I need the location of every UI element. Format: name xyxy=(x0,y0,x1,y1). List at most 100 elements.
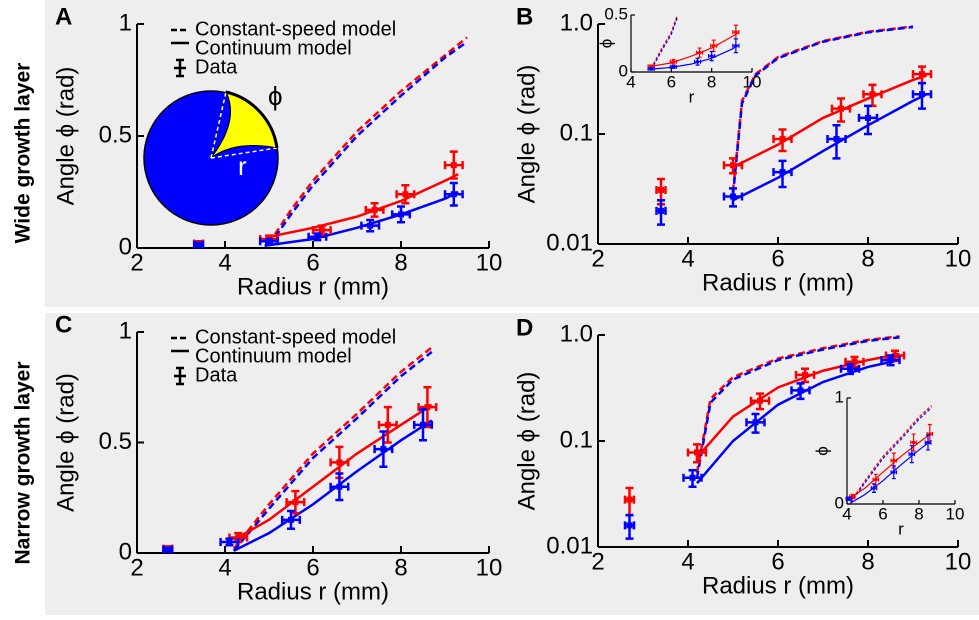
data-point xyxy=(626,522,633,529)
annotation: r xyxy=(238,151,247,181)
legend-label: Constant-speed model xyxy=(195,18,396,40)
data-point xyxy=(318,227,325,234)
x-axis-label: Radius r (mm) xyxy=(702,269,854,296)
x-tick-label: 4 xyxy=(218,554,231,581)
legend-glyph xyxy=(174,58,186,78)
data-point xyxy=(838,105,844,112)
data-point xyxy=(833,136,840,143)
model-line-dashed xyxy=(850,404,933,503)
data-point xyxy=(892,470,896,474)
model-line-dashed xyxy=(232,346,433,550)
data-point xyxy=(235,534,242,541)
x-tick-label: 2 xyxy=(591,245,604,272)
x-tick-label: 8 xyxy=(394,554,407,581)
x-tick-label: 2 xyxy=(591,548,604,575)
y-tick-label: 0.5 xyxy=(604,4,628,23)
data-point xyxy=(910,452,914,456)
data-point xyxy=(336,459,343,466)
data-point xyxy=(887,357,894,364)
data-point xyxy=(384,421,391,428)
panel-label: B xyxy=(516,3,533,30)
data-point xyxy=(869,91,876,98)
x-tick-label: 4 xyxy=(842,504,851,523)
y-tick-label: 0.5 xyxy=(99,428,132,455)
row-background xyxy=(45,313,979,615)
x-tick-label: 10 xyxy=(743,72,762,91)
y-tick-label: 0.1 xyxy=(560,426,593,453)
data-point xyxy=(712,44,716,48)
data-point xyxy=(696,60,700,64)
y-tick-label: 0 xyxy=(835,493,844,512)
data-point xyxy=(734,30,738,34)
model-line xyxy=(696,352,900,459)
y-tick-label: 0 xyxy=(119,233,132,260)
data-point xyxy=(450,191,457,198)
data-point xyxy=(164,546,171,553)
x-tick-label: 6 xyxy=(306,554,319,581)
data-point xyxy=(892,352,898,359)
x-tick-label: 8 xyxy=(914,504,923,523)
panel-label: C xyxy=(55,311,72,338)
data-point xyxy=(694,449,700,456)
data-point xyxy=(292,499,299,506)
data-point xyxy=(752,419,759,426)
data-point xyxy=(851,358,858,365)
model-line xyxy=(850,432,932,499)
x-tick-label: 6 xyxy=(306,249,319,276)
model-line xyxy=(651,45,739,70)
data-point xyxy=(730,193,736,200)
data-point xyxy=(779,136,786,143)
y-tick-label: 1 xyxy=(119,317,132,344)
panel-label: D xyxy=(516,314,533,341)
data-point xyxy=(671,60,675,64)
x-tick-label: 6 xyxy=(771,245,784,272)
x-axis-label: Radius r (mm) xyxy=(237,273,389,300)
model-line-dashed xyxy=(650,17,678,71)
model-line-dashed xyxy=(267,40,468,247)
data-point xyxy=(926,441,930,445)
y-axis-label: Angle ϕ (rad) xyxy=(52,67,79,206)
y-tick-label: 1 xyxy=(835,387,844,406)
data-point xyxy=(371,206,378,213)
x-tick-label: 8 xyxy=(861,548,874,575)
annotation: ϕ xyxy=(268,81,283,111)
x-axis-label: Radius r (mm) xyxy=(702,572,854,599)
data-point xyxy=(649,64,653,68)
y-tick-label: 1 xyxy=(119,9,132,36)
x-tick-label: 4 xyxy=(681,548,694,575)
data-point xyxy=(865,114,871,121)
model-line-dashed xyxy=(650,14,678,69)
data-point xyxy=(266,238,272,245)
data-point xyxy=(689,474,696,481)
legend-label: Data xyxy=(195,56,238,78)
data-point xyxy=(872,486,876,490)
data-point xyxy=(847,365,853,372)
data-point xyxy=(649,67,653,71)
x-tick-label: 10 xyxy=(946,504,965,523)
data-point xyxy=(919,91,925,98)
data-point xyxy=(420,421,426,428)
data-point xyxy=(402,191,409,198)
data-point xyxy=(380,446,387,453)
x-tick-label: 2 xyxy=(130,249,143,276)
legend-label: Constant-speed model xyxy=(195,326,396,348)
x-tick-label: 6 xyxy=(667,72,676,91)
data-point xyxy=(802,371,808,378)
y-tick-label: 0.1 xyxy=(560,119,593,146)
pie-diagram xyxy=(143,90,279,226)
data-point xyxy=(730,162,736,169)
y-axis-label: ϕ xyxy=(596,39,615,49)
x-tick-label: 10 xyxy=(476,554,503,581)
x-tick-label: 4 xyxy=(626,72,635,91)
row-label: Wide growth layer xyxy=(12,63,35,244)
data-point xyxy=(424,404,431,411)
model-line-dashed xyxy=(731,25,914,195)
data-point xyxy=(757,397,763,404)
x-tick-label: 2 xyxy=(130,554,143,581)
row-label: Narrow growth layer xyxy=(12,361,35,564)
x-axis-label: Radius r (mm) xyxy=(237,578,389,605)
data-point xyxy=(710,54,714,58)
data-point xyxy=(874,478,878,482)
data-point xyxy=(336,483,343,490)
data-point xyxy=(797,387,804,394)
